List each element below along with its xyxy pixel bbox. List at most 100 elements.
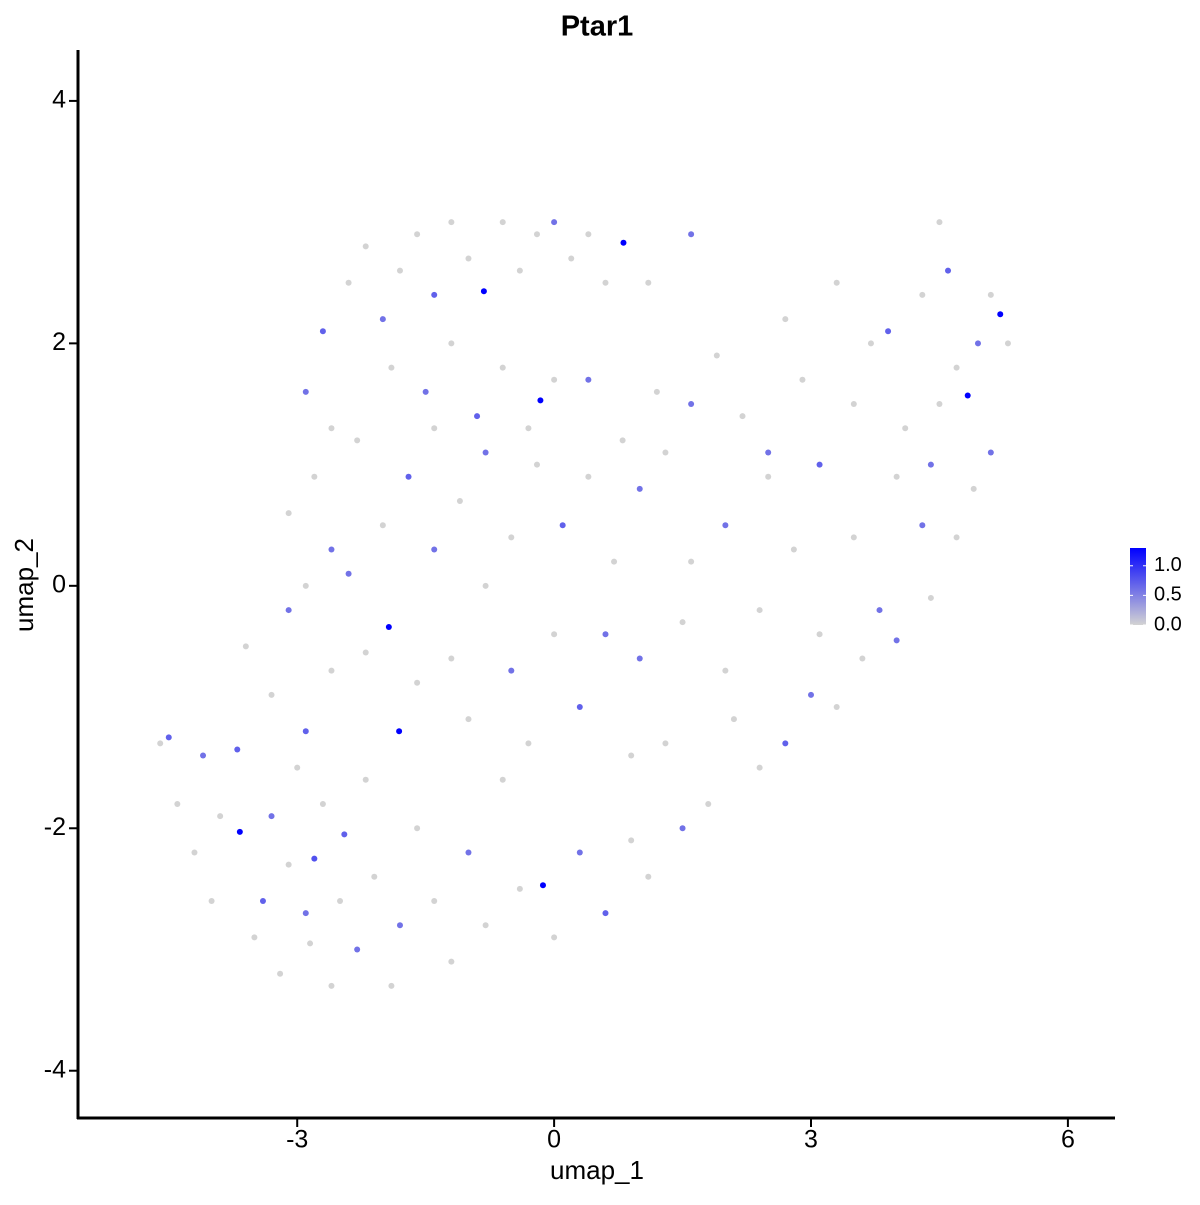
point <box>328 982 335 989</box>
point <box>294 764 301 771</box>
point <box>537 397 544 404</box>
point <box>987 449 994 456</box>
point <box>482 449 489 456</box>
point <box>919 291 926 298</box>
point <box>533 231 540 238</box>
point <box>945 267 952 274</box>
point <box>465 849 472 856</box>
point <box>730 716 737 723</box>
point <box>405 473 412 480</box>
point <box>850 534 857 541</box>
point <box>311 855 318 862</box>
point <box>705 801 712 808</box>
point <box>936 400 943 407</box>
point <box>1004 340 1011 347</box>
x-tick-label: -3 <box>286 1126 308 1154</box>
point <box>688 558 695 565</box>
point <box>525 740 532 747</box>
point <box>765 473 772 480</box>
point <box>371 873 378 880</box>
point <box>354 437 361 444</box>
chart-title: Ptar1 <box>561 11 634 43</box>
point <box>893 637 900 644</box>
point <box>422 388 429 395</box>
x-tick-label: 0 <box>547 1126 561 1154</box>
point <box>328 546 335 553</box>
point <box>414 231 421 238</box>
y-axis-title: umap_2 <box>9 538 39 632</box>
point <box>602 631 609 638</box>
point <box>448 219 455 226</box>
point <box>242 643 249 650</box>
point <box>385 624 392 631</box>
point <box>516 885 523 892</box>
point <box>585 231 592 238</box>
point <box>722 667 729 674</box>
point <box>311 473 318 480</box>
point <box>713 352 720 359</box>
point <box>307 940 314 947</box>
point <box>362 243 369 250</box>
point <box>285 861 292 868</box>
point <box>191 849 198 856</box>
point <box>302 910 309 917</box>
x-tick-label: 6 <box>1061 1126 1075 1154</box>
point <box>465 716 472 723</box>
point <box>525 425 532 432</box>
point <box>508 667 515 674</box>
point <box>568 255 575 262</box>
point <box>328 425 335 432</box>
point <box>379 522 386 529</box>
point <box>893 473 900 480</box>
point <box>431 898 438 905</box>
point <box>997 311 1004 318</box>
point <box>611 558 618 565</box>
point <box>576 704 583 711</box>
point <box>165 734 172 741</box>
point <box>551 934 558 941</box>
point <box>328 667 335 674</box>
point <box>268 813 275 820</box>
point <box>876 607 883 614</box>
point <box>499 364 506 371</box>
point <box>645 873 652 880</box>
point <box>508 534 515 541</box>
point <box>499 776 506 783</box>
point <box>628 752 635 759</box>
point <box>259 898 266 905</box>
point <box>679 825 686 832</box>
point <box>927 461 934 468</box>
point <box>653 388 660 395</box>
point <box>431 291 438 298</box>
point <box>739 413 746 420</box>
point <box>217 813 224 820</box>
point <box>645 279 652 286</box>
point <box>576 849 583 856</box>
point <box>396 922 403 929</box>
point <box>628 837 635 844</box>
point <box>388 982 395 989</box>
point <box>636 485 643 492</box>
point <box>268 691 275 698</box>
point <box>482 922 489 929</box>
point <box>974 340 981 347</box>
point <box>345 279 352 286</box>
point <box>465 255 472 262</box>
point <box>816 461 823 468</box>
point <box>987 291 994 298</box>
point <box>396 728 403 735</box>
point <box>533 461 540 468</box>
point <box>782 316 789 323</box>
point <box>808 691 815 698</box>
color-tick-label: 0.5 <box>1154 584 1182 606</box>
x-tick-label: 3 <box>804 1126 818 1154</box>
point <box>585 473 592 480</box>
point <box>396 267 403 274</box>
point <box>285 510 292 517</box>
point <box>936 219 943 226</box>
point <box>302 728 309 735</box>
point <box>619 437 626 444</box>
point <box>174 801 181 808</box>
point <box>448 958 455 965</box>
